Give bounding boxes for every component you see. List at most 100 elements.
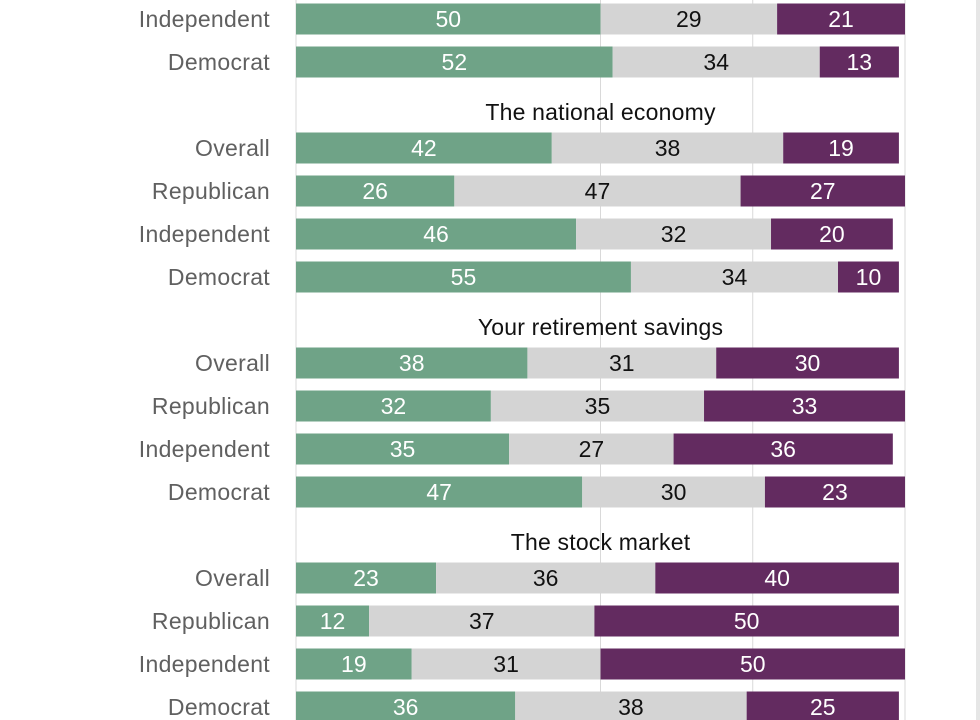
data-label: 30: [795, 350, 821, 376]
bar-segment-negative: [838, 261, 899, 293]
bar-segment-negative: [764, 476, 905, 508]
bar-segment-negative: [746, 691, 899, 720]
bar-segment-positive: [296, 261, 631, 293]
bar-segment-positive: [296, 3, 601, 35]
data-label: 36: [533, 565, 559, 591]
row-label: Overall: [195, 135, 270, 161]
data-label: 35: [585, 393, 611, 419]
bar-segment-neutral: [515, 691, 747, 720]
row-label: Republican: [152, 178, 270, 204]
group-title: Your retirement savings: [478, 314, 723, 340]
bar-segment-positive: [296, 605, 370, 637]
data-label: 26: [362, 178, 388, 204]
data-label: 52: [442, 49, 468, 75]
bar-segment-positive: [296, 46, 613, 78]
data-label: 23: [353, 565, 379, 591]
data-label: 50: [740, 651, 766, 677]
data-label: 36: [770, 436, 796, 462]
data-label: 34: [722, 264, 748, 290]
data-label: 19: [341, 651, 367, 677]
bar-segment-positive: [296, 433, 510, 465]
data-label: 40: [764, 565, 790, 591]
data-label: 25: [810, 694, 836, 720]
data-label: 32: [381, 393, 407, 419]
bar-segment-positive: [296, 218, 577, 250]
data-label: 37: [469, 608, 495, 634]
bar-segment-positive: [296, 347, 528, 379]
bar-segment-negative: [777, 3, 905, 35]
data-label: 30: [661, 479, 687, 505]
bar-segment-positive: [296, 132, 552, 164]
group-title: The stock market: [511, 529, 691, 555]
data-label: 50: [435, 6, 461, 32]
bar-segment-neutral: [509, 433, 674, 465]
data-label: 19: [828, 135, 854, 161]
row-label: Overall: [195, 350, 270, 376]
bar-segment-positive: [296, 562, 437, 594]
bar-segment-negative: [673, 433, 893, 465]
data-label: 21: [828, 6, 854, 32]
bar-segment-neutral: [436, 562, 656, 594]
row-label: Republican: [152, 393, 270, 419]
data-label: 38: [399, 350, 425, 376]
bar-segment-neutral: [630, 261, 839, 293]
bar-segment-neutral: [551, 132, 784, 164]
data-label: 50: [734, 608, 760, 634]
data-label: 33: [792, 393, 818, 419]
bar-segment-positive: [296, 691, 516, 720]
bar-segment-positive: [296, 175, 455, 207]
row-label: Democrat: [168, 694, 270, 720]
row-label: Independent: [139, 651, 271, 677]
group-title: The national economy: [485, 99, 716, 125]
row-label: Democrat: [168, 49, 270, 75]
bar-segment-neutral: [576, 218, 772, 250]
data-label: 13: [847, 49, 873, 75]
data-label: 35: [390, 436, 416, 462]
data-label: 32: [661, 221, 687, 247]
row-label: Democrat: [168, 479, 270, 505]
bar-segment-negative: [771, 218, 893, 250]
data-label: 27: [579, 436, 605, 462]
data-label: 38: [618, 694, 644, 720]
bar-segment-positive: [296, 648, 412, 680]
bars: [296, 3, 905, 720]
row-label: Independent: [139, 221, 271, 247]
bar-segment-positive: [296, 476, 583, 508]
row-label: Democrat: [168, 264, 270, 290]
data-label: 20: [819, 221, 845, 247]
row-label: Overall: [195, 565, 270, 591]
bar-segment-neutral: [411, 648, 601, 680]
bar-segment-neutral: [369, 605, 595, 637]
data-label: 29: [676, 6, 702, 32]
data-label: 12: [320, 608, 346, 634]
data-label: 38: [655, 135, 681, 161]
bar-segment-negative: [716, 347, 899, 379]
data-label: 10: [856, 264, 882, 290]
data-label: 42: [411, 135, 437, 161]
data-label: 34: [703, 49, 729, 75]
row-label: Independent: [139, 6, 271, 32]
bar-segment-neutral: [600, 3, 778, 35]
bar-segment-neutral: [527, 347, 717, 379]
bar-segment-neutral: [582, 476, 765, 508]
data-label: 23: [822, 479, 848, 505]
data-label: 47: [426, 479, 452, 505]
bar-segment-negative: [783, 132, 899, 164]
bar-segment-negative: [819, 46, 899, 78]
bar-segment-neutral: [490, 390, 705, 422]
row-label: Republican: [152, 608, 270, 634]
data-label: 55: [451, 264, 477, 290]
bar-segment-negative: [704, 390, 905, 422]
data-label: 47: [585, 178, 611, 204]
bar-segment-positive: [296, 390, 491, 422]
row-label: Independent: [139, 436, 271, 462]
data-label: 31: [493, 651, 519, 677]
data-label: 31: [609, 350, 635, 376]
labels: Independent 50 29 21 Democrat 52 34 13 The natio…: [139, 6, 881, 720]
data-label: 36: [393, 694, 419, 720]
bar-segment-negative: [600, 648, 905, 680]
bar-segment-negative: [740, 175, 905, 207]
data-label: 27: [810, 178, 836, 204]
